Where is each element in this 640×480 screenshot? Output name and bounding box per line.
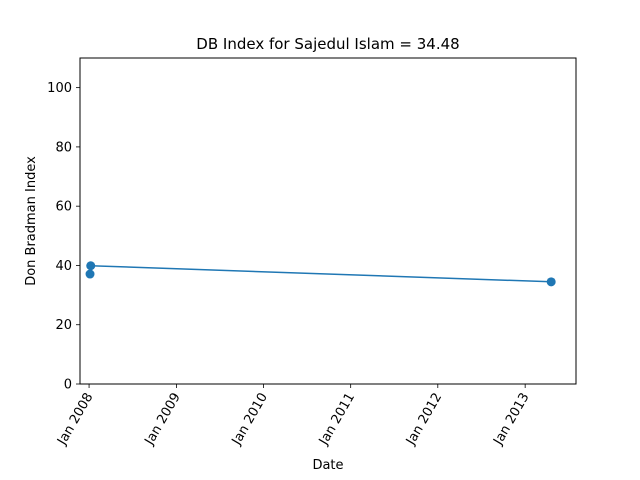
data-point xyxy=(86,261,96,271)
y-tick-label: 40 xyxy=(55,259,72,274)
y-tick-label: 60 xyxy=(55,200,72,215)
data-point xyxy=(85,269,95,279)
y-tick-label: 0 xyxy=(64,378,72,393)
y-tick-label: 20 xyxy=(55,318,72,333)
x-axis-label: Date xyxy=(312,458,343,473)
chart-title: DB Index for Sajedul Islam = 34.48 xyxy=(196,35,459,53)
y-tick-label: 100 xyxy=(47,81,72,96)
data-point xyxy=(546,277,556,287)
plot-frame xyxy=(79,57,577,385)
y-axis-label: Don Bradman Index xyxy=(24,156,39,286)
y-tick-label: 80 xyxy=(55,140,72,155)
